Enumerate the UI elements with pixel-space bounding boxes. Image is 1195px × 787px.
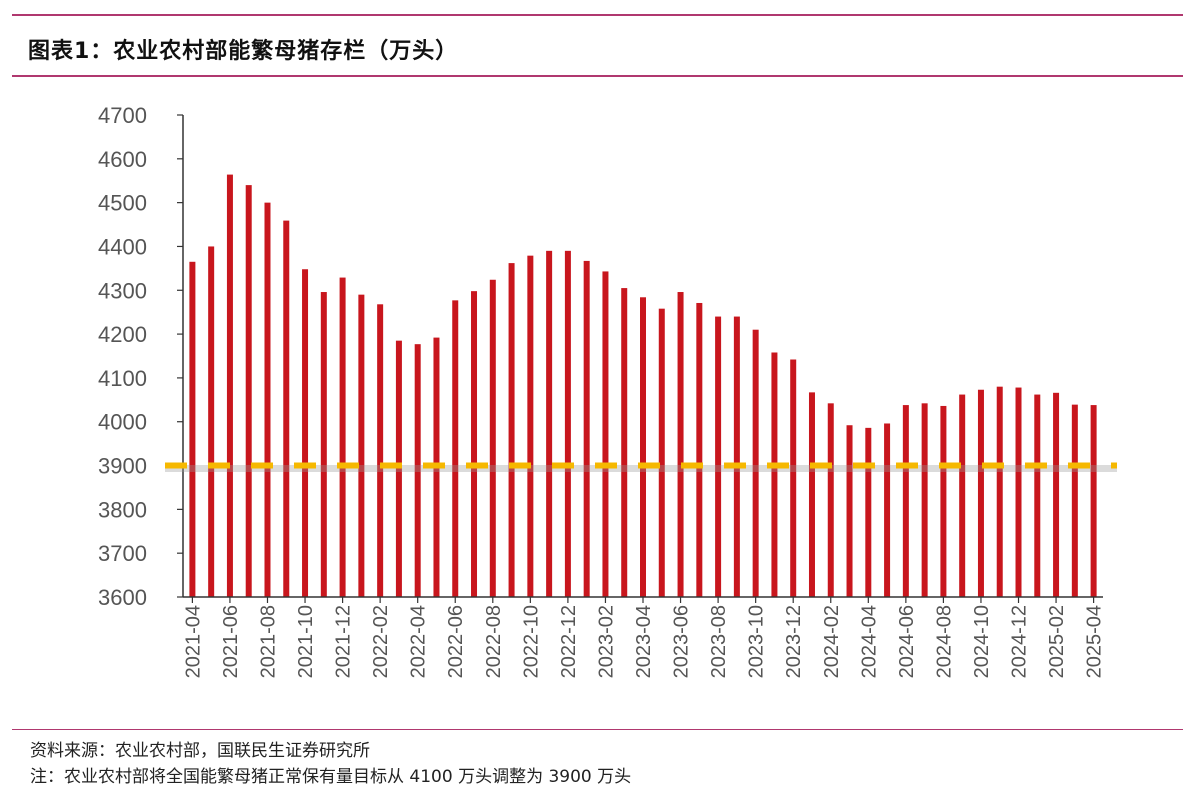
bar	[1090, 405, 1097, 597]
bar	[865, 427, 872, 597]
x-tick-label: 2023-06	[671, 605, 693, 678]
x-tick-label: 2022-04	[408, 605, 430, 678]
bar	[808, 392, 815, 597]
bar	[715, 316, 722, 597]
bar	[902, 405, 909, 597]
title-rule	[12, 75, 1183, 77]
y-tick-label: 3600	[98, 585, 147, 610]
bar	[959, 394, 966, 597]
bar	[245, 185, 252, 598]
bar	[977, 389, 984, 597]
bar	[677, 292, 684, 597]
bar	[264, 202, 271, 598]
bar-chart: 3600 3700 3800 3900 4000 4100 4200 4300 4400 4500…	[98, 103, 1117, 678]
bar	[208, 246, 215, 598]
x-tick-label: 2023-08	[708, 605, 730, 678]
x-tick-label: 2024-10	[971, 605, 993, 678]
bar	[1034, 394, 1041, 597]
x-tick-label: 2022-08	[483, 605, 505, 678]
bar	[471, 291, 478, 597]
bar	[189, 261, 196, 597]
bar	[564, 250, 571, 597]
bar	[1071, 404, 1078, 597]
y-tick-label: 4100	[98, 366, 147, 391]
x-tick-label: 2024-04	[858, 605, 880, 678]
x-tick-label: 2022-12	[558, 605, 580, 678]
bar	[733, 316, 740, 597]
y-tick-label: 3700	[98, 541, 147, 566]
x-tick-label: 2024-12	[1009, 605, 1031, 678]
x-tick-label: 2023-04	[633, 605, 655, 678]
bar	[583, 260, 590, 597]
bar	[752, 329, 759, 597]
y-tick-label: 4500	[98, 191, 147, 216]
y-tick-label: 4300	[98, 278, 147, 303]
reference-line	[165, 462, 1117, 473]
bar	[996, 386, 1003, 597]
top-rule	[12, 14, 1183, 16]
bar	[395, 340, 402, 597]
bar	[827, 403, 834, 597]
bar	[846, 425, 853, 597]
bottom-rule	[12, 729, 1183, 730]
bar	[508, 263, 515, 597]
x-tick-label: 2022-06	[445, 605, 467, 678]
footnote: 注：农业农村部将全国能繁母猪正常保有量目标从 4100 万头调整为 3900 万…	[30, 767, 632, 787]
x-tick-label: 2021-06	[220, 605, 242, 678]
x-tick-label: 2021-04	[182, 605, 204, 678]
y-tick-label: 4200	[98, 322, 147, 347]
x-tick-label: 2021-10	[295, 605, 317, 678]
x-tick-label: 2022-02	[370, 605, 392, 678]
bar	[940, 405, 947, 597]
bar	[226, 174, 233, 598]
x-tick-label: 2024-08	[933, 605, 955, 678]
bar	[884, 423, 891, 597]
x-tick-label: 2023-12	[783, 605, 805, 678]
bar	[339, 277, 346, 597]
bar	[771, 352, 778, 597]
x-tick-label: 2023-10	[746, 605, 768, 678]
y-tick-label: 4700	[98, 103, 147, 128]
bar	[790, 359, 797, 597]
bar	[283, 220, 290, 598]
x-tick-label: 2024-02	[821, 605, 843, 678]
x-tick-label: 2022-10	[520, 605, 542, 678]
x-tick-label: 2021-12	[333, 605, 355, 678]
bar	[621, 288, 628, 597]
bar	[527, 255, 534, 597]
bar	[358, 294, 365, 597]
x-axis: 2021-04 2021-06 2021-08 2021-10 2021-12 2022-…	[182, 596, 1106, 678]
bar	[696, 302, 703, 597]
bar	[452, 300, 459, 597]
bar	[658, 308, 665, 597]
bar	[921, 403, 928, 597]
y-tick-label: 4600	[98, 147, 147, 172]
chart-title: 图表1：农业农村部能繁母猪存栏（万头）	[28, 39, 459, 64]
x-tick-label: 2021-08	[257, 605, 279, 678]
bar	[640, 297, 646, 597]
bar	[546, 250, 553, 597]
source-note: 资料来源：农业农村部，国联民生证券研究所	[30, 741, 370, 761]
bar	[320, 292, 327, 597]
bar	[414, 344, 421, 597]
bar	[1053, 392, 1060, 597]
bars	[189, 174, 1097, 598]
x-tick-label: 2024-06	[896, 605, 918, 678]
bar	[602, 271, 609, 597]
bar	[1015, 387, 1022, 597]
x-tick-label: 2025-02	[1046, 605, 1068, 678]
x-tick-label: 2025-04	[1084, 605, 1106, 678]
y-tick-label: 4400	[98, 234, 147, 259]
y-tick-label: 3900	[98, 454, 147, 479]
bar	[377, 304, 384, 597]
y-tick-label: 4000	[98, 410, 147, 435]
y-axis: 3600 3700 3800 3900 4000 4100 4200 4300 4400 4500…	[98, 103, 184, 610]
x-tick-label: 2023-02	[595, 605, 617, 678]
bar	[302, 269, 309, 597]
bar	[489, 279, 496, 597]
y-tick-label: 3800	[98, 497, 147, 522]
